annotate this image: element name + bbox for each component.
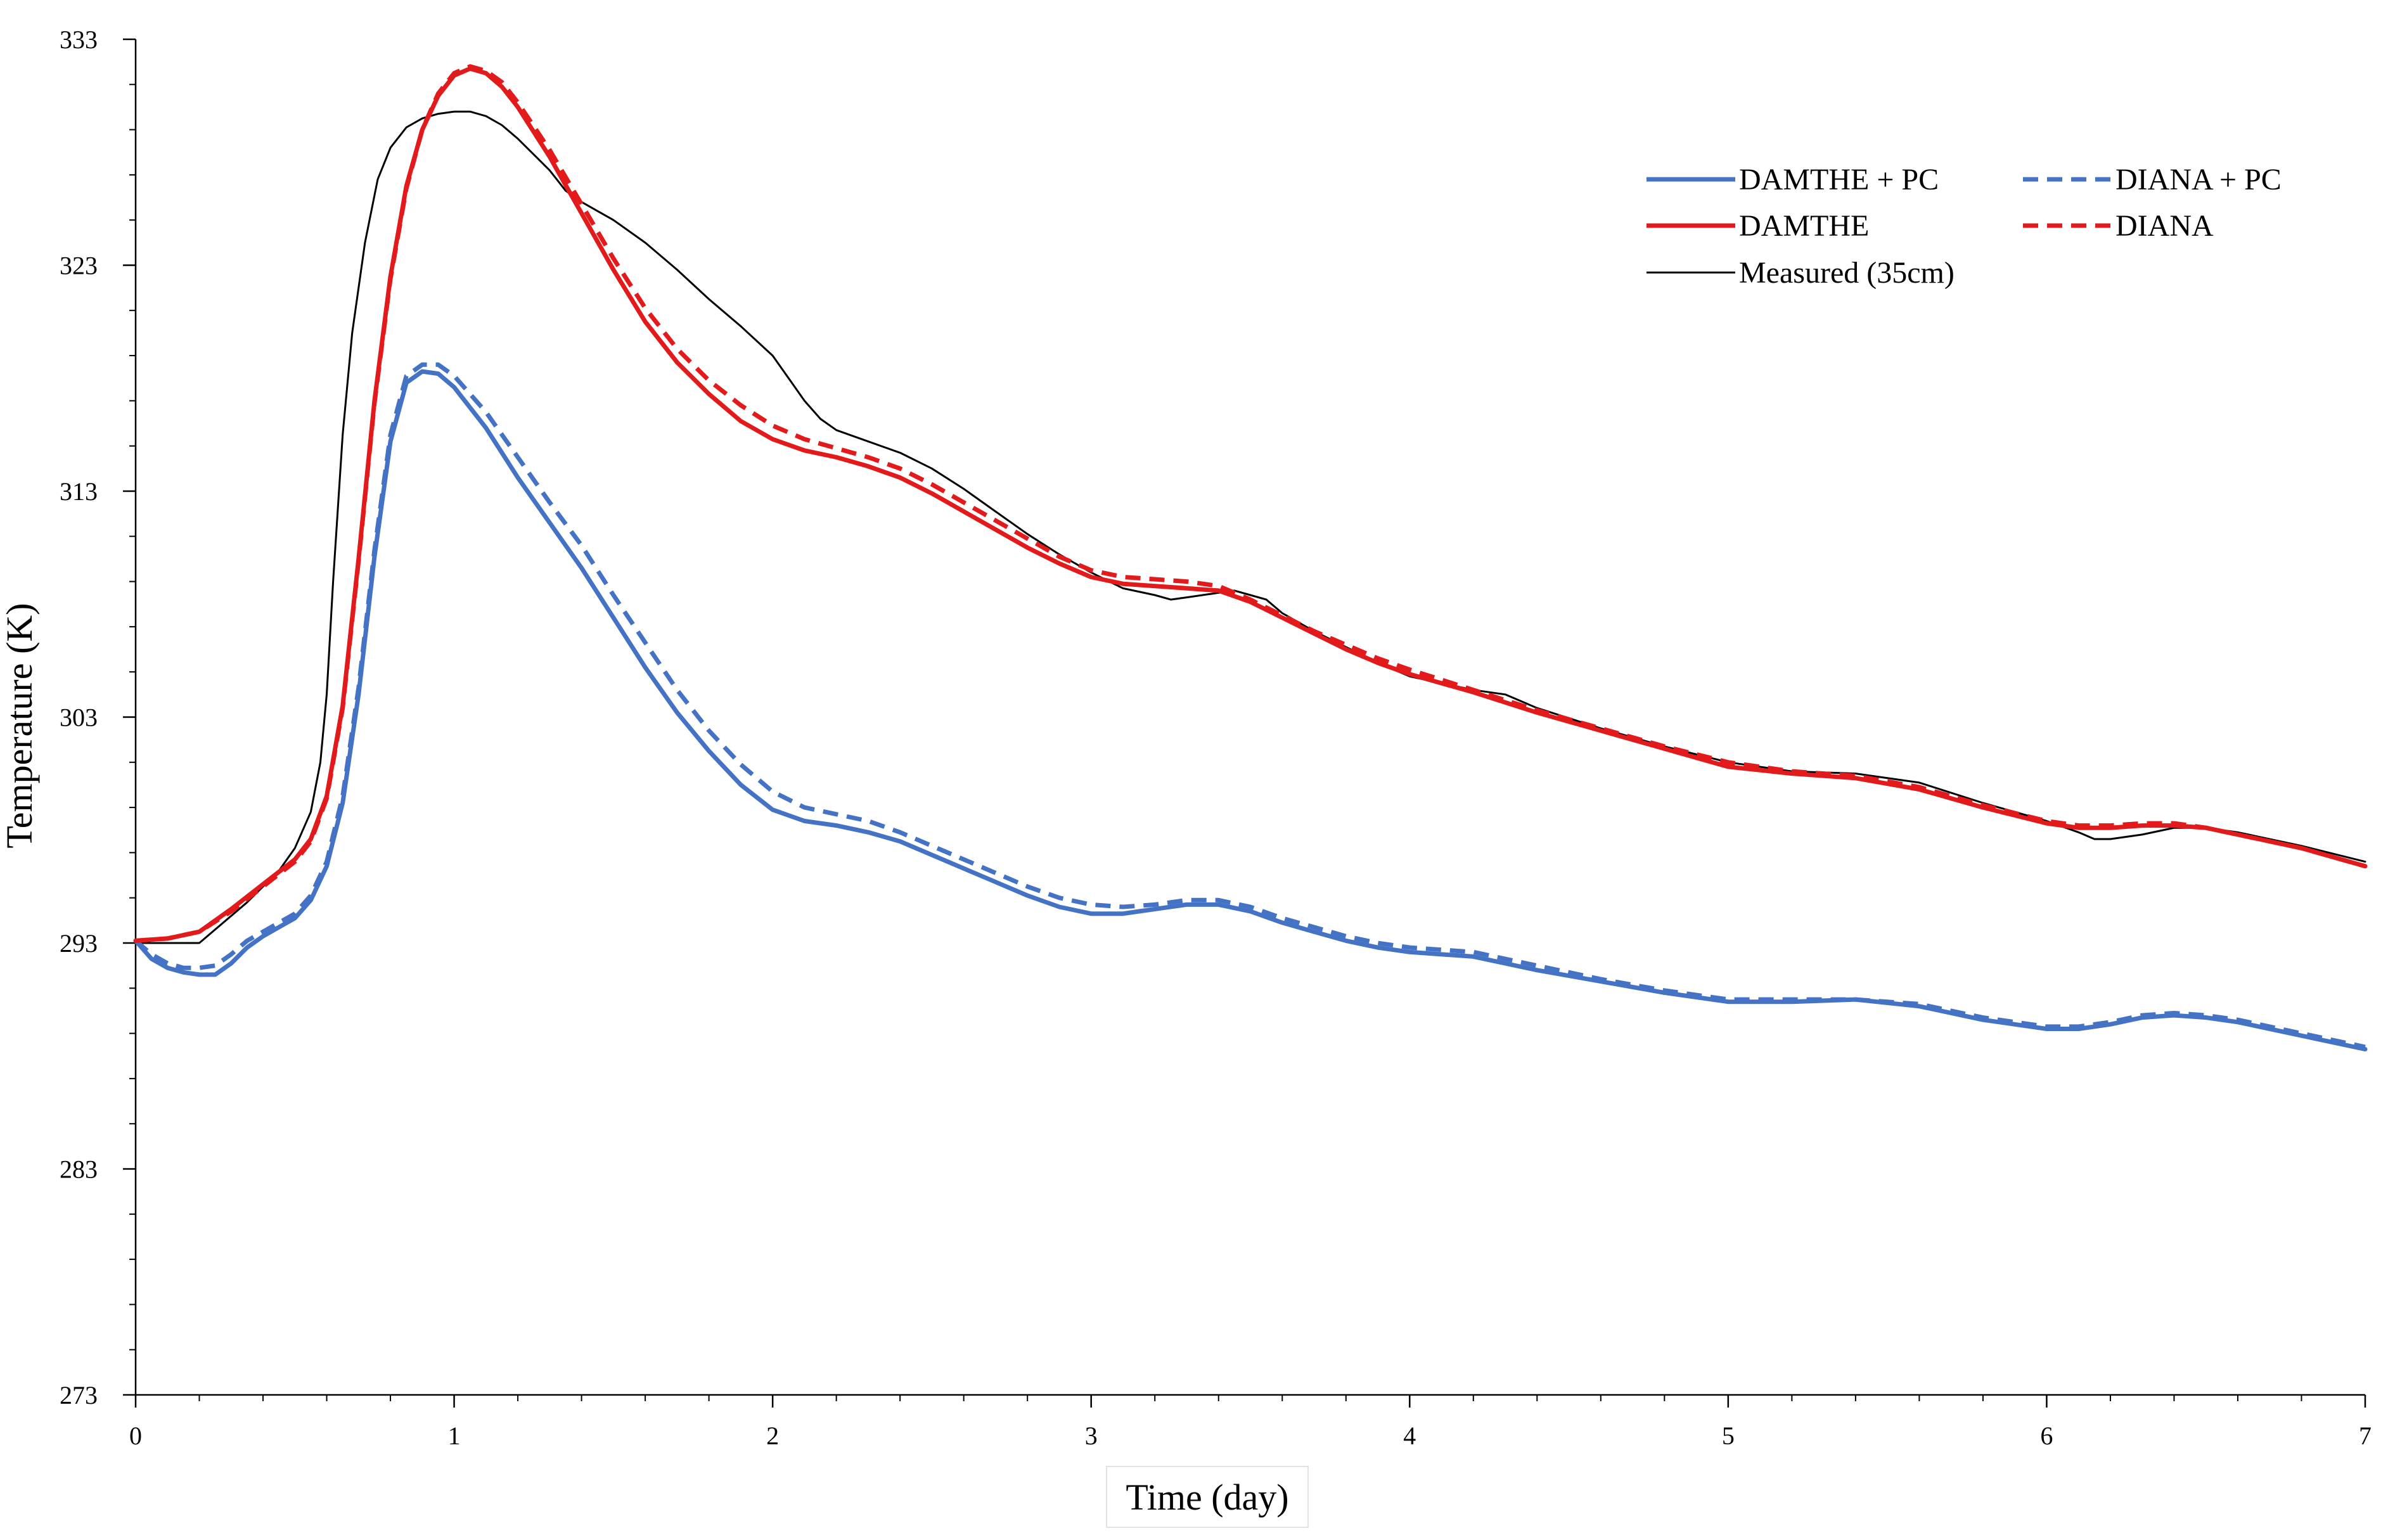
y-axis-title: Temperature (K) <box>0 603 40 848</box>
series-line-measured-35cm <box>134 110 2366 944</box>
series-layer <box>133 64 2368 1052</box>
legend-label-damthe: DAMTHE <box>1739 209 1869 243</box>
x-tick-label: 1 <box>448 1421 461 1450</box>
x-tick-label: 5 <box>1722 1421 1735 1450</box>
y-tick-label: 293 <box>60 929 98 958</box>
series-line-damthe <box>133 66 2368 943</box>
y-tick-label: 273 <box>60 1381 98 1409</box>
y-tick-label: 323 <box>60 252 98 280</box>
x-axis-ticks: 0 1 2 3 4 5 6 7 <box>129 1395 2372 1450</box>
y-axis-ticks: 273 283 293 303 313 323 333 <box>60 25 136 1409</box>
x-tick-label: 7 <box>2359 1421 2372 1450</box>
y-tick-label: 313 <box>60 477 98 506</box>
legend-label-measured-35cm: Measured (35cm) <box>1739 256 1955 290</box>
legend-label-damthe-pc: DAMTHE + PC <box>1739 163 1939 196</box>
x-axis-title-box <box>1106 1466 1309 1528</box>
y-minor-ticks <box>129 84 136 1351</box>
x-minor-ticks <box>198 1395 2302 1401</box>
legend: DAMTHE + PC DIANA + PC DAMTHE DIANA Measured… <box>1647 163 2282 290</box>
x-tick-label: 0 <box>129 1421 142 1450</box>
x-tick-label: 2 <box>766 1421 779 1450</box>
y-tick-label: 303 <box>60 703 98 732</box>
legend-label-diana: DIANA <box>2115 209 2214 243</box>
legend-label-diana-pc: DIANA + PC <box>2115 163 2282 196</box>
y-tick-label: 283 <box>60 1155 98 1184</box>
x-tick-label: 3 <box>1085 1421 1098 1450</box>
y-tick-label: 333 <box>60 25 98 54</box>
x-tick-label: 4 <box>1403 1421 1416 1450</box>
x-tick-label: 6 <box>2040 1421 2053 1450</box>
series-line-damthe-pc <box>133 369 2368 1052</box>
x-axis-title: Time (day) <box>1126 1477 1288 1518</box>
